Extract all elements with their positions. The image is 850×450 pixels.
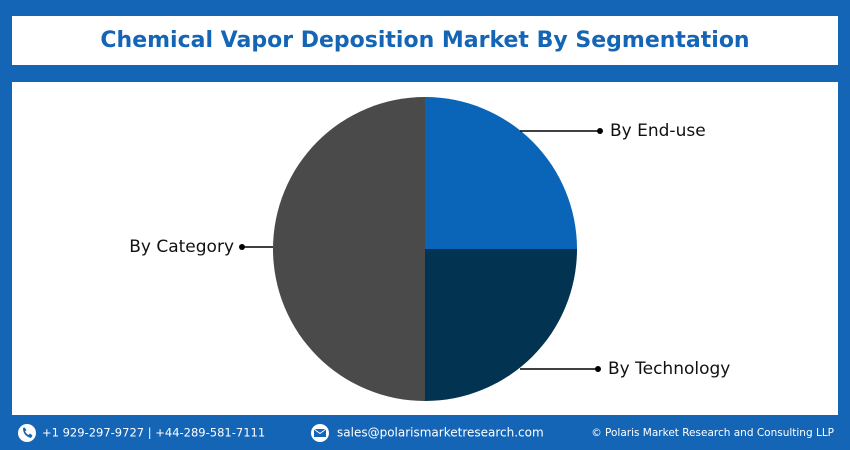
footer-email: sales@polarismarketresearch.com xyxy=(337,426,544,440)
phone-glyph xyxy=(23,427,33,438)
pie: By End-use By Technology By Category xyxy=(129,97,730,401)
leader-dot xyxy=(597,128,603,134)
footer-copyright: © Polaris Market Research and Consulting… xyxy=(591,427,834,439)
email-flap xyxy=(313,428,327,435)
slice-label: By Category xyxy=(129,237,234,257)
pie-slice xyxy=(273,97,425,401)
leader-dot xyxy=(239,244,245,250)
pie-slice xyxy=(425,97,577,249)
slice-label: By Technology xyxy=(608,359,730,379)
slice-label: By End-use xyxy=(610,121,706,141)
footer-phone: +1 929-297-9727 | +44-289-581-7111 xyxy=(42,426,265,440)
chart-title: Chemical Vapor Deposition Market By Segm… xyxy=(100,28,749,53)
pie-slice xyxy=(425,249,577,401)
phone-icon xyxy=(18,424,36,442)
title-box xyxy=(12,16,838,65)
leader-dot xyxy=(595,366,601,372)
footer: +1 929-297-9727 | +44-289-581-7111 sales… xyxy=(18,424,834,442)
